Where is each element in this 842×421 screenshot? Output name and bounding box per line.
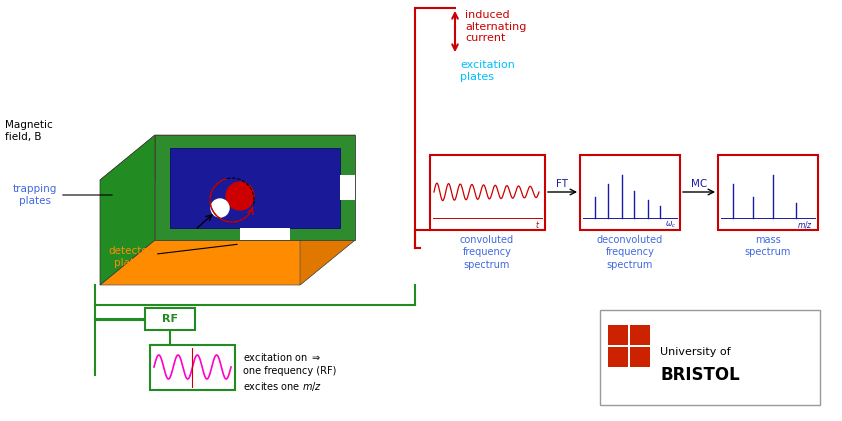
- Polygon shape: [100, 240, 355, 285]
- Text: MC: MC: [691, 179, 707, 189]
- Bar: [630, 347, 650, 367]
- Text: Magnetic
field, B: Magnetic field, B: [5, 120, 53, 141]
- Text: convoluted
frequency
spectrum: convoluted frequency spectrum: [460, 235, 514, 270]
- Text: deconvoluted
frequency
spectrum: deconvoluted frequency spectrum: [597, 235, 663, 270]
- Text: University of: University of: [660, 347, 731, 357]
- Bar: [430, 155, 545, 230]
- Bar: [630, 325, 650, 345]
- Bar: [150, 345, 235, 390]
- Polygon shape: [240, 228, 290, 240]
- Bar: [718, 155, 818, 230]
- Text: $m/z$: $m/z$: [797, 219, 813, 230]
- Bar: [145, 308, 195, 330]
- Bar: [580, 155, 680, 230]
- Polygon shape: [340, 175, 355, 200]
- Bar: [608, 325, 628, 345]
- Text: $t$: $t$: [535, 219, 540, 230]
- Text: induced
alternating
current: induced alternating current: [465, 10, 526, 43]
- Polygon shape: [100, 135, 155, 285]
- Text: trapping
plates: trapping plates: [13, 184, 112, 206]
- Text: excitation on $\Rightarrow$
one frequency (RF)
excites one $m/z$: excitation on $\Rightarrow$ one frequenc…: [243, 351, 336, 393]
- Text: RF: RF: [162, 314, 178, 324]
- Circle shape: [226, 182, 254, 210]
- Polygon shape: [155, 135, 355, 240]
- Circle shape: [211, 199, 229, 217]
- Polygon shape: [300, 135, 355, 285]
- Text: FT: FT: [556, 179, 568, 189]
- Text: $\omega_c$: $\omega_c$: [664, 219, 676, 229]
- Text: excitation
plates: excitation plates: [460, 60, 514, 82]
- Text: mass
spectrum: mass spectrum: [745, 235, 791, 257]
- Polygon shape: [100, 135, 355, 180]
- Text: BRISTOL: BRISTOL: [660, 366, 740, 384]
- Bar: [608, 347, 628, 367]
- Bar: [600, 310, 820, 405]
- Polygon shape: [170, 148, 340, 228]
- Text: detector
plates: detector plates: [108, 244, 237, 268]
